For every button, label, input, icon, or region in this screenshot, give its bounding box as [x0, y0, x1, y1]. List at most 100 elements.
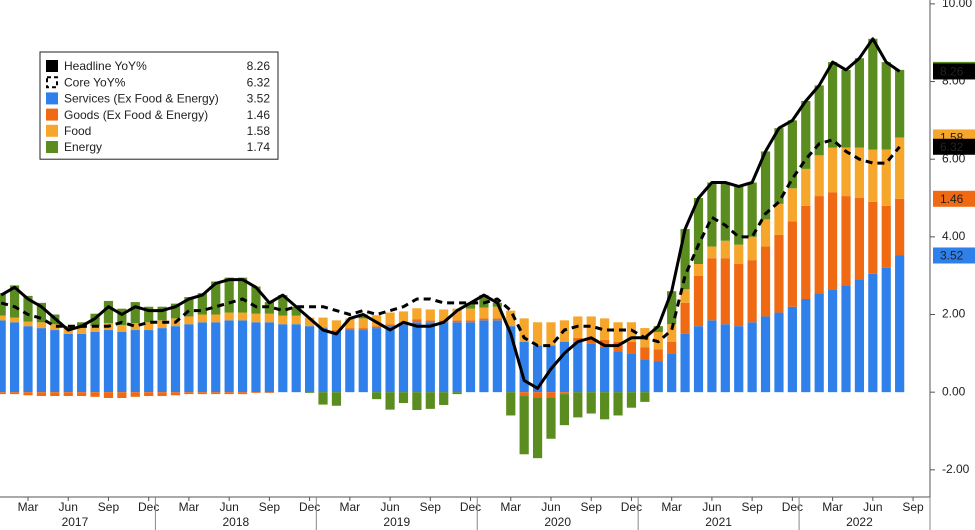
y-tick-label: 2.00: [942, 307, 966, 321]
bar: [23, 321, 33, 327]
bar: [211, 322, 221, 393]
bar: [667, 341, 677, 354]
legend-label: Food: [64, 124, 91, 138]
bar: [559, 392, 569, 395]
bar: [144, 392, 154, 397]
bar: [546, 392, 556, 398]
bar: [278, 295, 288, 316]
value-tag-label: 1.46: [940, 192, 964, 206]
bar: [9, 285, 20, 318]
x-tick-label: Mar: [500, 500, 521, 514]
bar: [747, 182, 757, 237]
bar: [680, 302, 690, 334]
bar: [452, 322, 462, 393]
bar: [305, 326, 315, 393]
x-tick-label: Jun: [541, 500, 560, 514]
legend-value: 8.26: [247, 59, 271, 73]
x-tick-label: Jun: [219, 500, 238, 514]
bar: [90, 331, 100, 393]
legend-swatch: [46, 141, 58, 153]
bar: [680, 289, 690, 303]
value-tag-label: 3.52: [940, 249, 964, 263]
legend-swatch: [46, 92, 58, 105]
bar: [680, 333, 690, 393]
bar: [237, 277, 248, 313]
bar: [452, 308, 462, 321]
bar: [801, 168, 811, 206]
bar: [492, 320, 502, 393]
bar: [801, 205, 811, 299]
bar: [331, 320, 342, 331]
y-tick-label: -2.00: [942, 462, 970, 476]
legend-value: 3.52: [247, 92, 271, 106]
bar: [439, 392, 449, 405]
bar: [224, 392, 234, 395]
bar: [358, 328, 368, 331]
bar: [439, 322, 449, 393]
bar: [828, 147, 838, 193]
bar: [358, 314, 368, 319]
bar: [895, 255, 905, 393]
bar: [50, 392, 60, 397]
bar: [653, 361, 663, 393]
x-tick-label: Mar: [340, 500, 361, 514]
bar: [626, 341, 637, 354]
bar: [787, 188, 797, 222]
bar: [707, 320, 717, 393]
bar: [828, 192, 838, 290]
bar: [465, 302, 476, 309]
bar: [734, 264, 744, 327]
bar: [600, 318, 610, 340]
x-tick-label: Sep: [902, 500, 924, 514]
bar: [318, 392, 328, 405]
bar: [774, 234, 784, 313]
bar: [734, 326, 744, 393]
bar: [358, 330, 368, 393]
x-tick-label: Jun: [863, 500, 882, 514]
bar: [291, 324, 301, 393]
bar: [23, 326, 33, 393]
legend-label: Services (Ex Food & Energy): [64, 92, 219, 106]
value-tag: [933, 190, 975, 207]
bar: [36, 302, 47, 323]
bar: [626, 353, 637, 393]
bar: [854, 198, 865, 280]
bar: [586, 337, 596, 344]
bar: [532, 322, 543, 346]
bar: [224, 312, 234, 321]
bar: [546, 322, 556, 346]
year-label: 2021: [705, 515, 732, 529]
x-tick-label: Jun: [59, 500, 78, 514]
bar: [747, 236, 757, 261]
y-tick-label: 0.00: [942, 384, 966, 398]
bar: [184, 297, 194, 317]
bar: [559, 394, 569, 426]
x-tick-label: Sep: [741, 500, 763, 514]
legend-label: Headline YoY%: [64, 59, 147, 73]
bar: [372, 392, 382, 400]
bar: [868, 201, 878, 274]
bar: [412, 392, 422, 411]
y-tick-label: 6.00: [942, 151, 966, 165]
bar: [760, 316, 771, 393]
bar: [197, 314, 207, 323]
year-label: 2019: [383, 515, 410, 529]
bar: [130, 330, 140, 393]
bar: [868, 273, 878, 393]
bar: [170, 303, 181, 319]
bar: [144, 306, 154, 323]
line-series: [0, 37, 901, 390]
bar: [305, 317, 315, 327]
bar: [881, 267, 891, 393]
bar: [77, 333, 87, 393]
bar: [36, 392, 47, 397]
x-tick-label: Dec: [138, 500, 159, 514]
bar: [385, 324, 395, 327]
year-label: 2020: [544, 515, 571, 529]
bar: [331, 331, 342, 393]
bar: [157, 392, 167, 397]
x-tick-label: Dec: [299, 500, 320, 514]
bar: [345, 330, 355, 393]
bar: [760, 219, 771, 247]
